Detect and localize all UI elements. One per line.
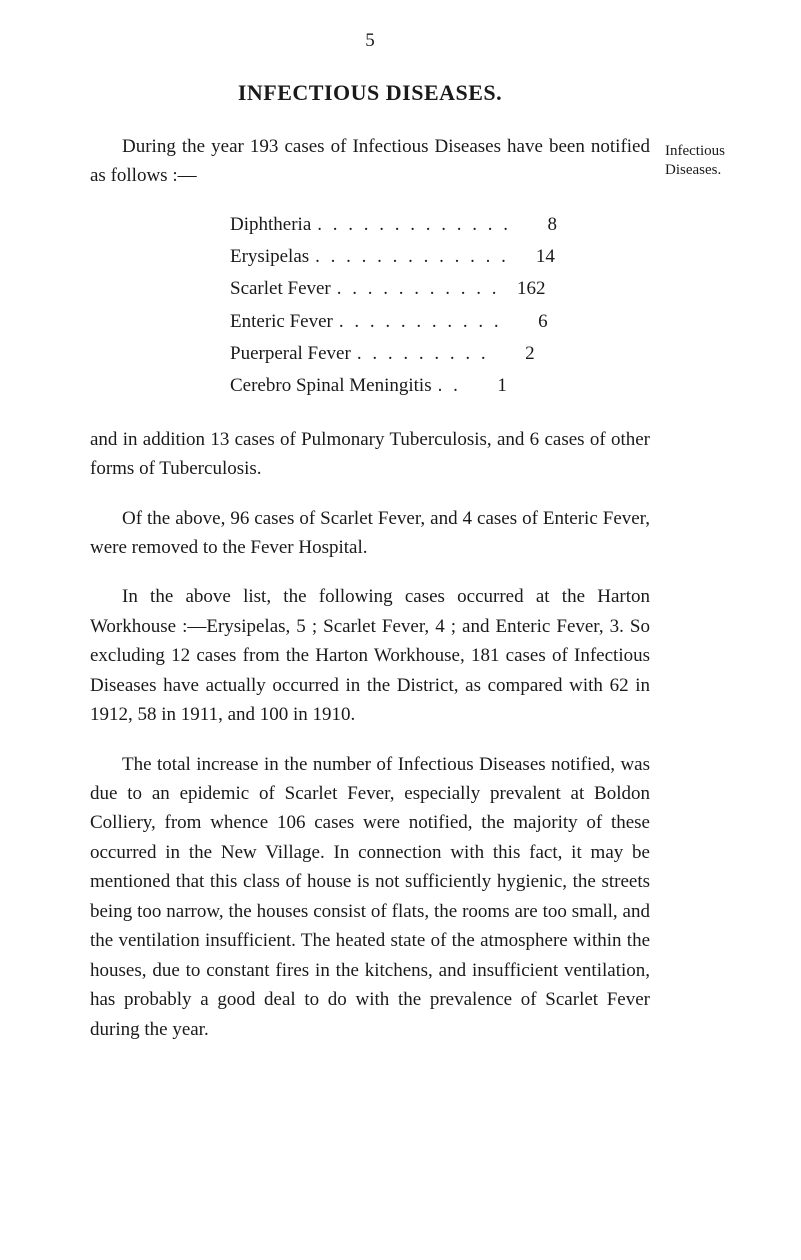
disease-value: 6 (508, 306, 548, 338)
list-item: Scarlet Fever . . . . . . . . . . . 162 (230, 273, 650, 305)
disease-list: Diphtheria . . . . . . . . . . . . . 8 E… (90, 209, 650, 403)
disease-value: 162 (506, 273, 546, 305)
list-item: Puerperal Fever . . . . . . . . . 2 (230, 338, 650, 370)
intro-block: During the year 193 cases of Infectious … (90, 132, 650, 191)
disease-name: Scarlet Fever (230, 273, 331, 305)
leader-dots: . . . . . . . . . . . . . (309, 241, 515, 273)
body-paragraph: In the above list, the following cases o… (90, 582, 650, 729)
leader-dots: . . . . . . . . . . . (333, 306, 508, 338)
disease-name: Diphtheria (230, 209, 311, 241)
intro-paragraph: During the year 193 cases of Infectious … (90, 132, 650, 191)
leader-dots: . . (432, 370, 467, 402)
leader-dots: . . . . . . . . . . . . . (311, 209, 517, 241)
body-paragraph: Of the above, 96 cases of Scarlet Fever,… (90, 504, 650, 563)
list-item: Cerebro Spinal Meningitis . . 1 (230, 370, 650, 402)
page-number: 5 (90, 30, 650, 52)
disease-value: 1 (467, 370, 507, 402)
list-item: Erysipelas . . . . . . . . . . . . . 14 (230, 241, 650, 273)
margin-note-line: Infectious (665, 143, 725, 159)
leader-dots: . . . . . . . . . (351, 338, 495, 370)
disease-name: Erysipelas (230, 241, 309, 273)
section-title: INFECTIOUS DISEASES. (90, 80, 650, 106)
disease-value: 14 (515, 241, 555, 273)
margin-note: Infectious Diseases. (665, 142, 775, 180)
list-item: Diphtheria . . . . . . . . . . . . . 8 (230, 209, 650, 241)
disease-value: 2 (495, 338, 535, 370)
body-paragraph: The total increase in the number of Infe… (90, 750, 650, 1044)
disease-name: Puerperal Fever (230, 338, 351, 370)
page-content: 5 INFECTIOUS DISEASES. During the year 1… (90, 30, 650, 1064)
list-item: Enteric Fever . . . . . . . . . . . 6 (230, 306, 650, 338)
disease-name: Cerebro Spinal Meningitis (230, 370, 432, 402)
disease-value: 8 (517, 209, 557, 241)
margin-note-line: Diseases. (665, 162, 721, 178)
disease-name: Enteric Fever (230, 306, 333, 338)
leader-dots: . . . . . . . . . . . (331, 273, 506, 305)
body-paragraph: and in addition 13 cases of Pulmonary Tu… (90, 425, 650, 484)
